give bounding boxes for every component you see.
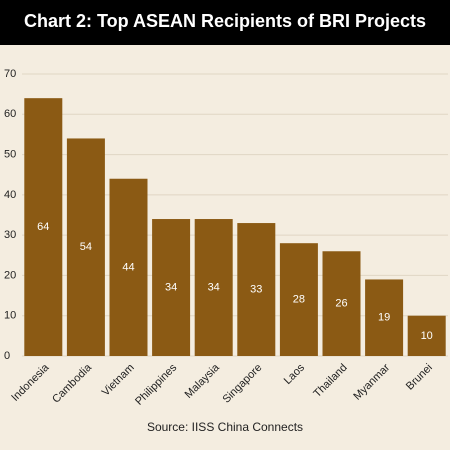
y-tick-label: 10 bbox=[4, 310, 16, 322]
bar bbox=[109, 178, 148, 356]
bar bbox=[365, 279, 404, 356]
bar bbox=[194, 219, 233, 356]
value-label: 34 bbox=[208, 281, 220, 293]
bar bbox=[24, 98, 63, 357]
value-label: 34 bbox=[165, 281, 177, 293]
bar bbox=[152, 219, 191, 356]
bar bbox=[279, 243, 318, 356]
value-label: 64 bbox=[37, 221, 49, 233]
chart-title: Chart 2: Top ASEAN Recipients of BRI Pro… bbox=[24, 11, 426, 31]
y-tick-label: 70 bbox=[4, 68, 16, 80]
value-label: 54 bbox=[80, 241, 92, 253]
bar bbox=[407, 315, 446, 356]
y-tick-label: 20 bbox=[4, 269, 16, 281]
title-bar bbox=[0, 0, 450, 45]
bar bbox=[237, 223, 276, 356]
bar bbox=[322, 251, 361, 356]
value-label: 26 bbox=[335, 298, 347, 310]
source-note: Source: IISS China Connects bbox=[147, 420, 303, 434]
y-tick-label: 30 bbox=[4, 229, 16, 241]
y-tick-label: 50 bbox=[4, 148, 16, 160]
value-label: 44 bbox=[122, 261, 134, 273]
y-tick-label: 40 bbox=[4, 189, 16, 201]
value-label: 19 bbox=[378, 312, 390, 324]
bar bbox=[66, 138, 105, 356]
value-label: 33 bbox=[250, 283, 262, 295]
y-tick-label: 0 bbox=[4, 350, 10, 362]
value-label: 10 bbox=[421, 330, 433, 342]
y-tick-label: 60 bbox=[4, 108, 16, 120]
value-label: 28 bbox=[293, 294, 305, 306]
